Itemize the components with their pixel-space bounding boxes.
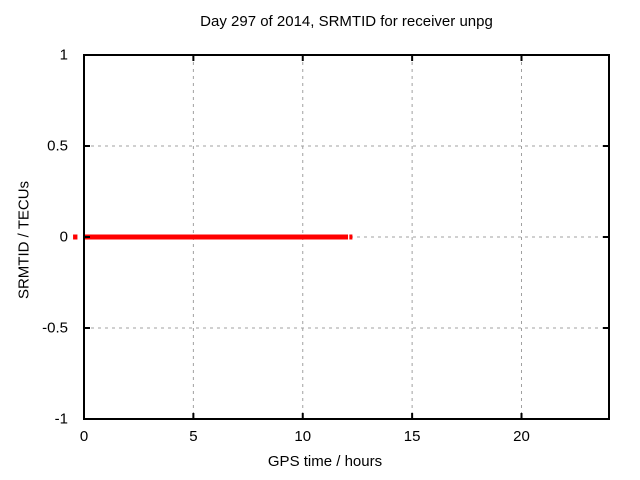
x-tick-label: 5 — [189, 428, 198, 445]
y-tick-label: -1 — [54, 410, 68, 428]
x-tick-label: 0 — [79, 428, 89, 445]
x-tick-label: 15 — [403, 428, 421, 445]
y-tick-label: 0.5 — [47, 137, 68, 155]
x-tick-label: 20 — [513, 428, 530, 445]
x-tick-label: 10 — [294, 428, 312, 445]
y-tick-label: -0.5 — [42, 319, 68, 337]
y-tick-label: 0 — [59, 228, 68, 246]
x-axis-title: GPS time / hours — [267, 453, 383, 470]
chart-title: Day 297 of 2014, SRMTID for receiver unp… — [200, 13, 493, 30]
y-tick-label: 1 — [59, 46, 68, 64]
